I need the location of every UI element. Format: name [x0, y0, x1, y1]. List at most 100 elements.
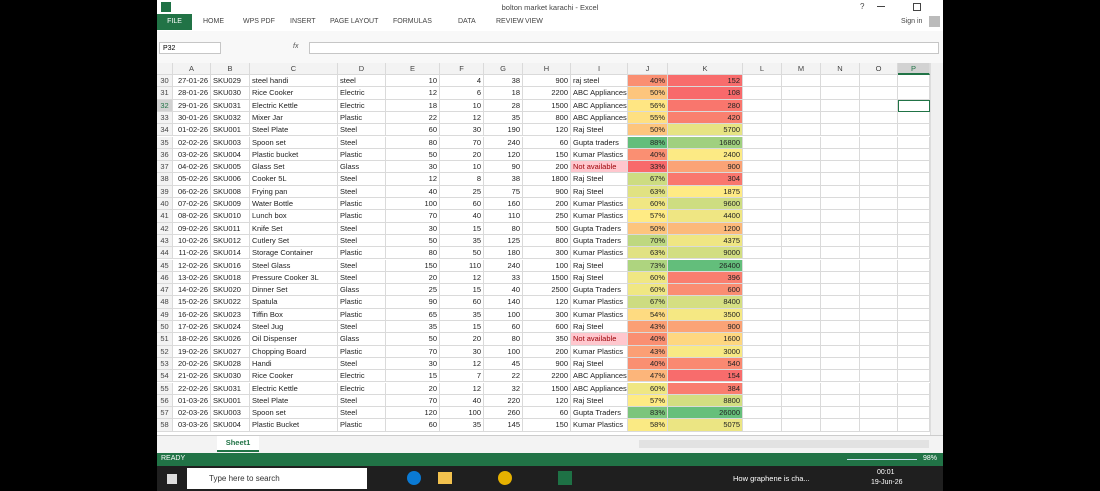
empty-cell[interactable] [821, 382, 860, 395]
cell[interactable]: 26000 [668, 407, 743, 420]
cell[interactable]: 1500 [523, 271, 571, 285]
row-header[interactable]: 57 [157, 407, 173, 420]
cell[interactable]: 22 [386, 111, 440, 125]
column-header[interactable]: O [860, 63, 898, 75]
cell[interactable]: Plastic [338, 148, 386, 162]
cell[interactable]: 50 [440, 247, 484, 260]
empty-cell[interactable] [821, 419, 860, 432]
empty-cell[interactable] [782, 333, 821, 346]
cell[interactable]: Plastic Bucket [250, 419, 338, 432]
row-header[interactable]: 31 [157, 87, 173, 100]
cell[interactable]: 100 [484, 308, 523, 321]
empty-cell[interactable] [782, 284, 821, 297]
row-header[interactable]: 49 [157, 308, 173, 321]
empty-cell[interactable] [860, 198, 898, 211]
cell[interactable]: 900 [523, 75, 571, 88]
empty-cell[interactable] [898, 75, 930, 88]
cell[interactable]: 540 [668, 357, 743, 371]
cell[interactable]: SKU014 [211, 247, 250, 260]
empty-cell[interactable] [821, 148, 860, 162]
row-header[interactable]: 52 [157, 345, 173, 358]
column-header[interactable]: N [821, 63, 860, 75]
cell[interactable]: 25 [386, 284, 440, 297]
cell[interactable]: 120 [523, 394, 571, 408]
ribbon-tab[interactable]: INSERT [290, 18, 316, 25]
name-box[interactable]: P32 [159, 42, 221, 54]
empty-cell[interactable] [782, 173, 821, 186]
cell[interactable]: 70% [628, 234, 668, 248]
cell[interactable]: Plastic [338, 247, 386, 260]
row-header[interactable]: 53 [157, 357, 173, 371]
empty-cell[interactable] [821, 111, 860, 125]
empty-cell[interactable] [821, 357, 860, 371]
cell[interactable]: 2500 [523, 284, 571, 297]
cell[interactable]: SKU001 [211, 124, 250, 137]
ribbon-tab[interactable]: DATA [458, 18, 476, 25]
cell[interactable]: 70 [386, 345, 440, 358]
cell[interactable]: 120 [523, 296, 571, 309]
empty-cell[interactable] [743, 247, 782, 260]
empty-cell[interactable] [860, 185, 898, 198]
cell[interactable]: Raj Steel [571, 357, 628, 371]
cell[interactable]: Steel [338, 222, 386, 235]
cell[interactable]: Steel Jug [250, 321, 338, 334]
column-header[interactable]: P [898, 63, 930, 75]
cell[interactable]: 60 [523, 136, 571, 149]
cell[interactable]: Plastic [338, 296, 386, 309]
cell[interactable]: 02-03-26 [173, 407, 211, 420]
cell[interactable]: 17-02-26 [173, 321, 211, 334]
cell[interactable]: Not available [571, 161, 628, 174]
cell[interactable]: 900 [668, 321, 743, 334]
empty-cell[interactable] [782, 407, 821, 420]
cell[interactable]: Chopping Board [250, 345, 338, 358]
empty-cell[interactable] [860, 333, 898, 346]
empty-cell[interactable] [898, 333, 930, 346]
cell[interactable]: Steel Plate [250, 394, 338, 408]
cell[interactable]: 54% [628, 308, 668, 321]
cell[interactable]: 40% [628, 75, 668, 88]
empty-cell[interactable] [860, 148, 898, 162]
cell[interactable]: 12 [386, 173, 440, 186]
empty-cell[interactable] [743, 210, 782, 223]
row-header[interactable]: 50 [157, 321, 173, 334]
cell[interactable]: 01-02-26 [173, 124, 211, 137]
empty-cell[interactable] [743, 124, 782, 137]
cell[interactable]: 32 [484, 382, 523, 395]
cell[interactable]: 900 [523, 185, 571, 198]
cell[interactable]: Raj Steel [571, 321, 628, 334]
empty-cell[interactable] [898, 247, 930, 260]
cell[interactable]: 1500 [523, 382, 571, 395]
empty-cell[interactable] [782, 259, 821, 272]
empty-cell[interactable] [821, 333, 860, 346]
cell[interactable]: Storage Container [250, 247, 338, 260]
cell[interactable]: Steel Plate [250, 124, 338, 137]
row-header[interactable]: 39 [157, 185, 173, 198]
empty-cell[interactable] [821, 99, 860, 112]
cell[interactable]: 90 [386, 296, 440, 309]
empty-cell[interactable] [782, 198, 821, 211]
empty-cell[interactable] [898, 210, 930, 223]
column-header[interactable]: J [628, 63, 668, 75]
cell[interactable]: 9600 [668, 198, 743, 211]
cell[interactable]: Oil Dispenser [250, 333, 338, 346]
cell[interactable]: 63% [628, 247, 668, 260]
search-box[interactable]: Type here to search [187, 468, 367, 489]
empty-cell[interactable] [898, 198, 930, 211]
cell[interactable]: 20 [440, 148, 484, 162]
row-header[interactable]: 38 [157, 173, 173, 186]
empty-cell[interactable] [821, 407, 860, 420]
row-header[interactable]: 33 [157, 111, 173, 125]
cell[interactable]: 60 [440, 198, 484, 211]
cell[interactable]: 02-02-26 [173, 136, 211, 149]
cell[interactable]: 60% [628, 284, 668, 297]
row-header[interactable]: 48 [157, 296, 173, 309]
cell[interactable]: 38 [484, 75, 523, 88]
cell[interactable]: 01-03-26 [173, 394, 211, 408]
cell[interactable]: 40% [628, 333, 668, 346]
cell[interactable]: 5700 [668, 124, 743, 137]
cell[interactable]: 120 [484, 148, 523, 162]
cell[interactable]: Pressure Cooker 3L [250, 271, 338, 285]
cell[interactable]: 30 [440, 124, 484, 137]
cell[interactable]: 18-02-26 [173, 333, 211, 346]
cell[interactable]: Raj Steel [571, 271, 628, 285]
